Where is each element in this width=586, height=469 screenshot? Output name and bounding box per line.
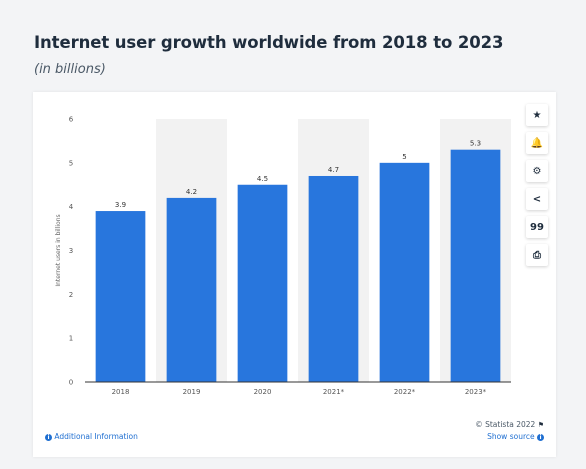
y-tick-label: 4 (69, 203, 74, 211)
cite-button[interactable]: 99 (526, 216, 548, 238)
y-tick-label: 6 (69, 116, 74, 124)
y-axis-label: Internet users in billions (55, 214, 62, 286)
notification-button[interactable]: 🔔 (526, 132, 548, 154)
x-tick-label: 2022* (394, 388, 416, 396)
show-source-link[interactable]: Show source i (487, 432, 544, 441)
print-button[interactable]: ⎙ (526, 244, 548, 266)
chart-card: 0 1 2 3 4 5 6 Internet users in billions 3.9 2018… (33, 92, 556, 457)
share-button[interactable]: < (526, 188, 548, 210)
bar (379, 162, 430, 382)
favorite-button[interactable]: ★ (526, 104, 548, 126)
show-source-label: Show source (487, 432, 535, 441)
bell-icon: 🔔 (530, 137, 544, 149)
bar (95, 211, 146, 382)
x-tick-label: 2018 (112, 388, 130, 396)
y-tick-label: 1 (69, 335, 73, 343)
bar-chart: 0 1 2 3 4 5 6 Internet users in billions 3.9 2018… (55, 116, 511, 396)
info-icon: i (45, 433, 52, 441)
print-icon: ⎙ (533, 249, 541, 261)
share-icon: < (532, 193, 542, 205)
copyright-notice: © Statista 2022 ⚑ (475, 420, 544, 429)
x-tick-label: 2023* (465, 388, 487, 396)
quote-icon: 99 (530, 221, 544, 233)
data-label: 4.2 (186, 188, 197, 196)
bar (237, 184, 288, 382)
y-tick-label: 3 (69, 247, 73, 255)
gear-icon: ⚙ (532, 165, 542, 177)
settings-button[interactable]: ⚙ (526, 160, 548, 182)
star-icon: ★ (532, 109, 542, 121)
data-label: 5 (402, 153, 406, 161)
flag-icon[interactable]: ⚑ (537, 421, 544, 429)
bar (166, 197, 217, 382)
chart-toolbar: ★ 🔔 ⚙ < 99 ⎙ (526, 104, 550, 272)
y-tick-label: 0 (69, 379, 73, 387)
data-label: 4.7 (328, 166, 339, 174)
data-label: 3.9 (115, 201, 126, 209)
y-tick-label: 2 (69, 291, 73, 299)
y-tick-label: 5 (69, 159, 73, 167)
additional-information-label: Additional Information (54, 432, 138, 441)
additional-information-link[interactable]: i Additional Information (45, 432, 138, 441)
bar (308, 175, 359, 382)
chart-subtitle: (in billions) (34, 62, 106, 77)
copyright-label: © Statista 2022 (475, 420, 536, 429)
data-label: 4.5 (257, 175, 268, 183)
x-tick-label: 2021* (323, 388, 345, 396)
chart-title: Internet user growth worldwide from 2018… (34, 33, 504, 52)
data-label: 5.3 (470, 140, 481, 148)
info-icon: i (537, 433, 544, 441)
x-tick-label: 2019 (183, 388, 201, 396)
x-tick-label: 2020 (254, 388, 272, 396)
bar (450, 149, 501, 382)
